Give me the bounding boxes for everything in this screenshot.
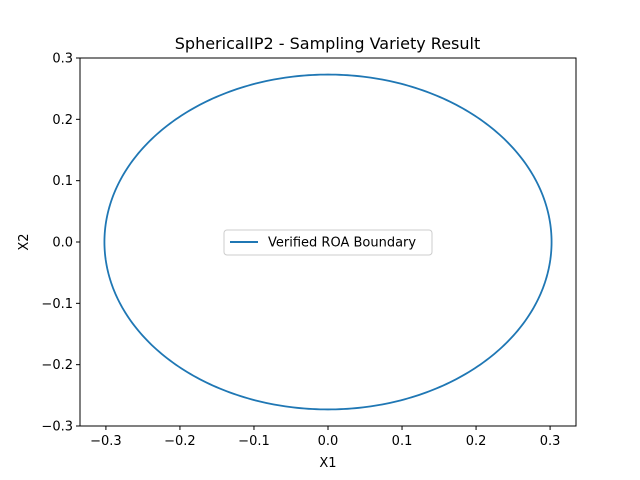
legend-box [223,229,433,256]
y-tick-label: −0.1 [41,297,73,312]
x-tick-label: 0.2 [466,434,487,449]
x-axis-label: X1 [319,456,336,471]
y-tick-label: −0.3 [41,420,73,435]
legend-label: Verified ROA Boundary [268,236,416,251]
y-tick-label: 0.0 [52,236,73,251]
plot-area: −0.3 −0.2 −0.1 0.0 0.1 0.2 0.3 −0.3 −0.2 −0.1 0.0… [41,52,577,449]
x-tick-label: 0.1 [392,434,413,449]
chart-title: SphericalIP2 - Sampling Variety Result [175,34,480,53]
y-axis-ticks: −0.3 −0.2 −0.1 0.0 0.1 0.2 0.3 [41,52,80,435]
x-tick-label: 0.3 [540,434,561,449]
y-tick-label: 0.3 [52,52,73,67]
y-tick-label: 0.1 [52,174,73,189]
series-layer [103,73,553,411]
y-tick-label: −0.2 [41,358,73,373]
series-line-0 [103,73,553,411]
legend: Verified ROA Boundary [223,229,433,256]
x-axis-ticks: −0.3 −0.2 −0.1 0.0 0.1 0.2 0.3 [90,426,560,449]
x-tick-label: −0.1 [238,434,270,449]
x-tick-label: −0.2 [164,434,196,449]
x-tick-label: 0.0 [318,434,339,449]
y-axis-label: X2 [17,233,32,250]
y-tick-label: 0.2 [52,113,73,128]
x-tick-label: −0.3 [90,434,122,449]
